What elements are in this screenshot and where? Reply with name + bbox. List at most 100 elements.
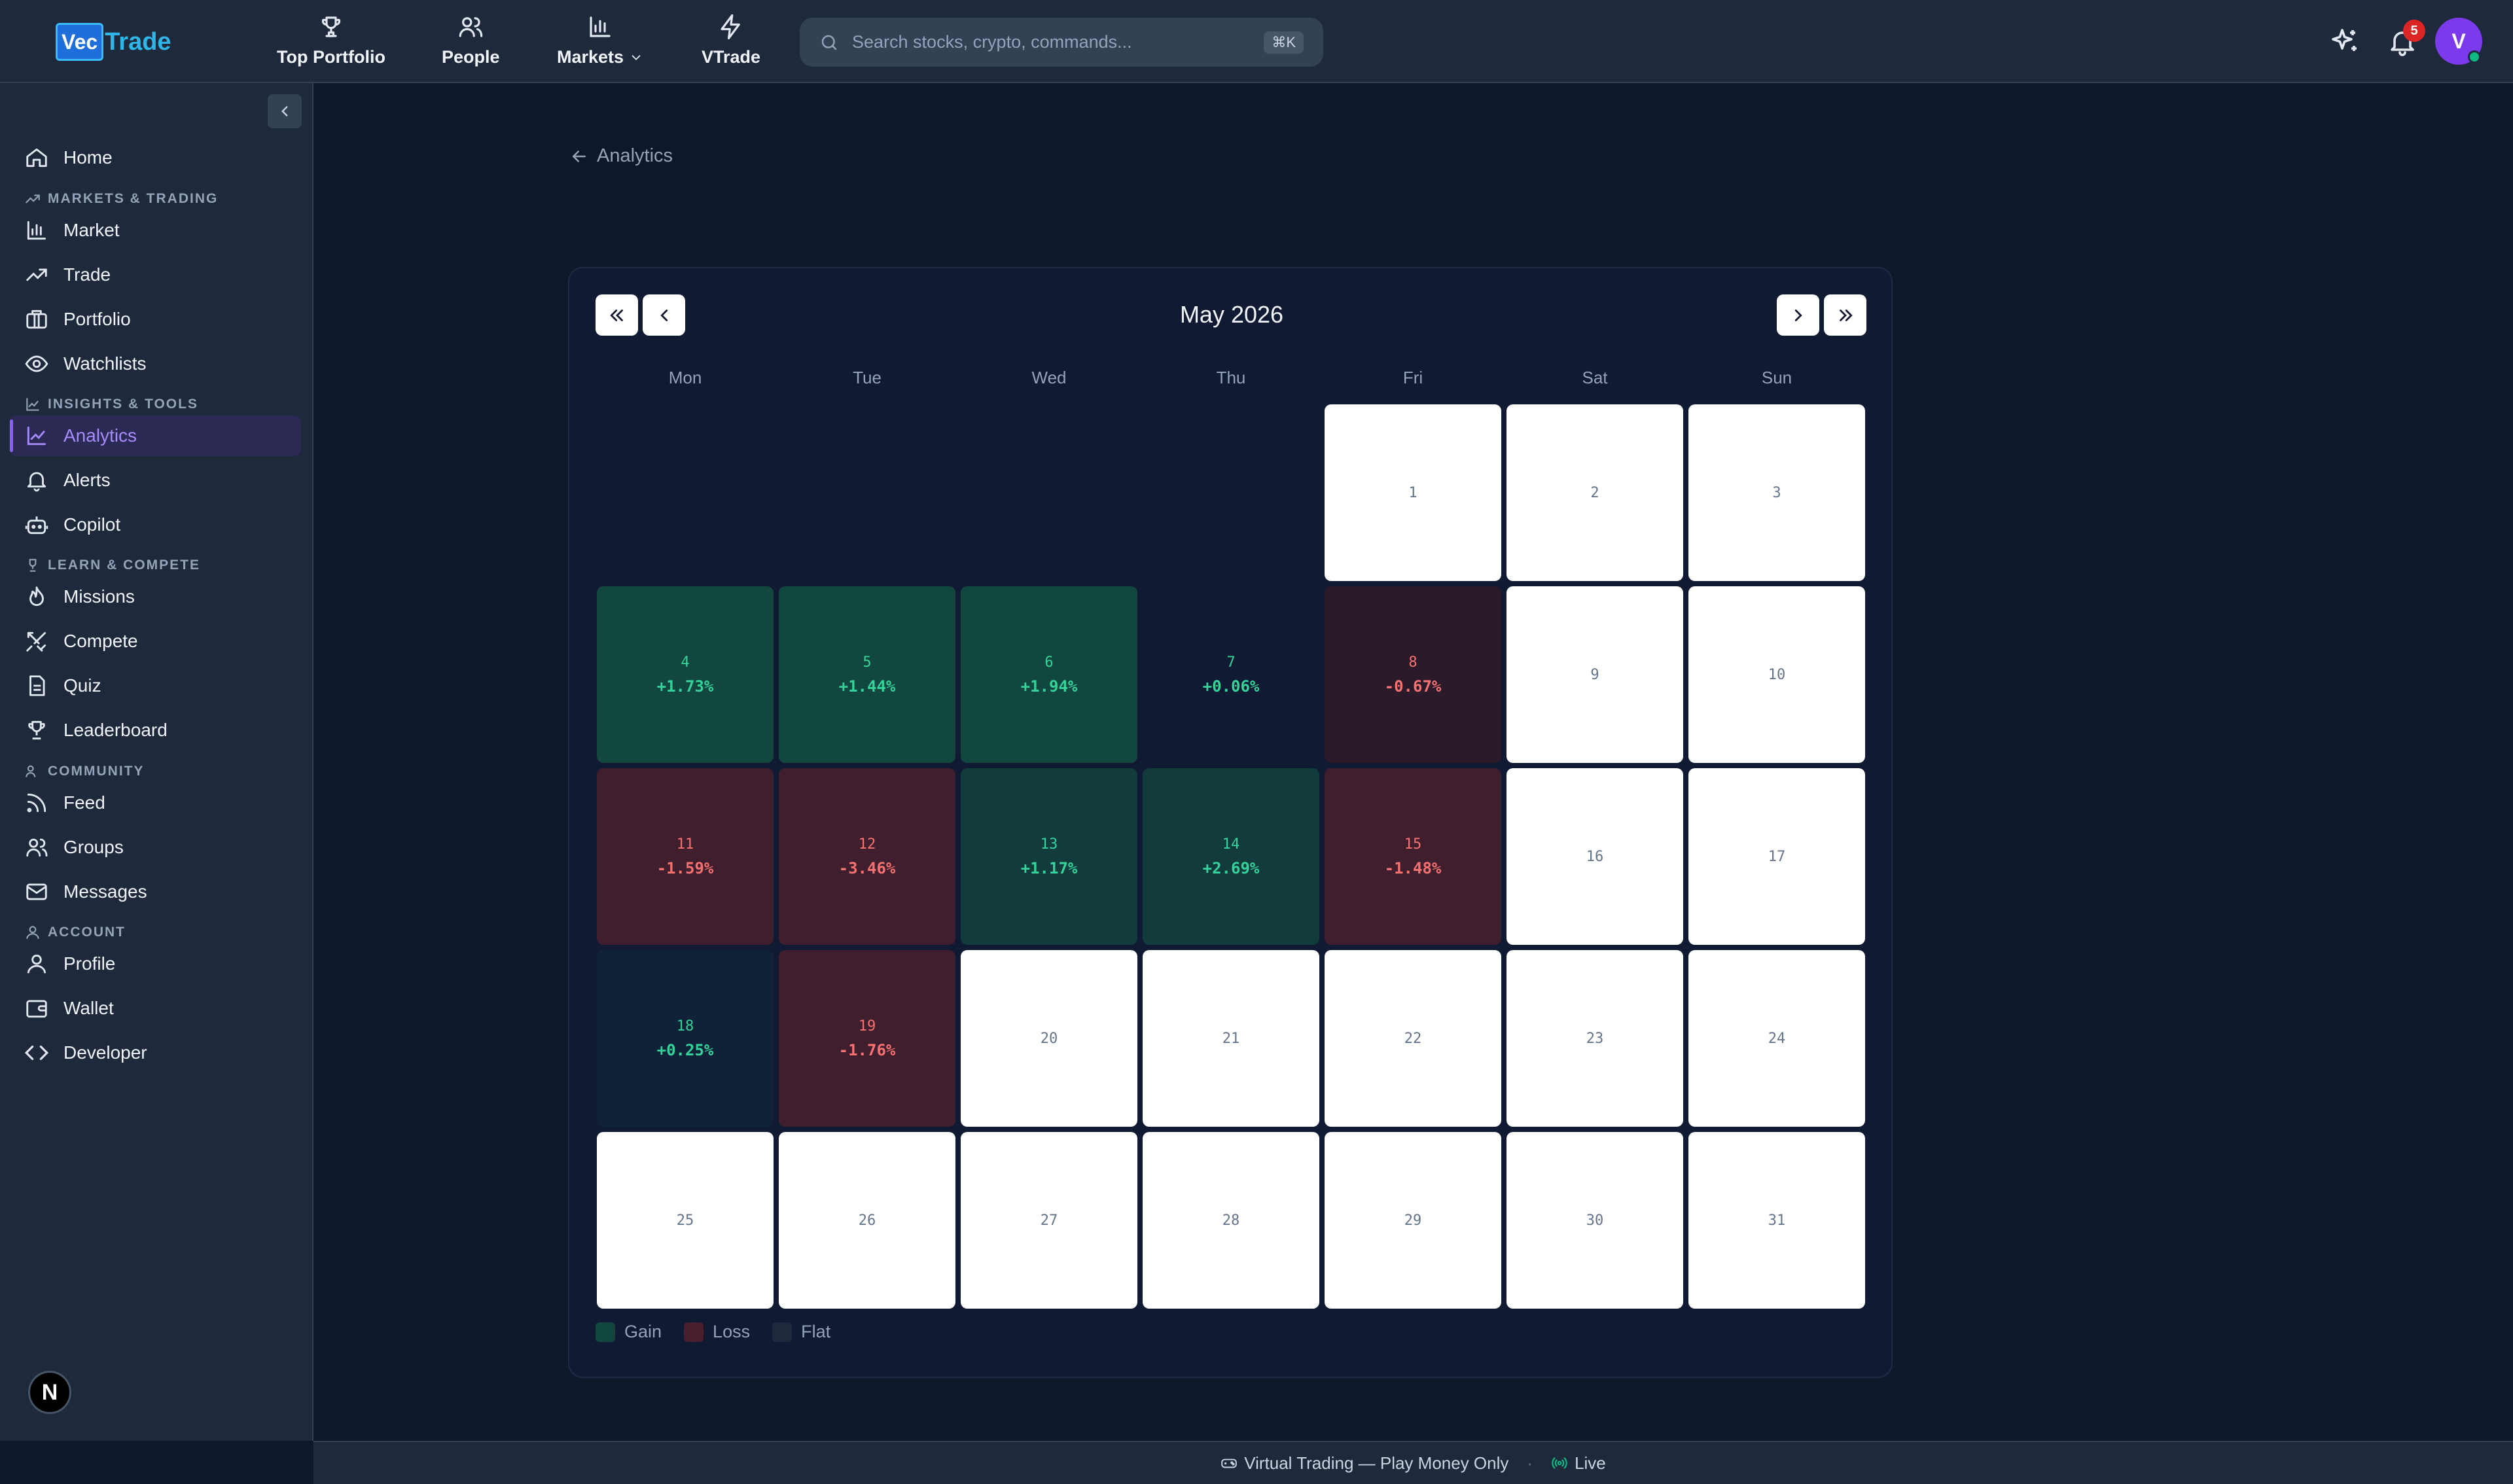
calendar-day-cell[interactable]: 24 bbox=[1688, 950, 1865, 1127]
sidebar-item-alerts[interactable]: Alerts bbox=[10, 460, 301, 501]
live-label: Live bbox=[1575, 1453, 1606, 1473]
calendar-day-cell[interactable]: 12 -3.46% bbox=[779, 768, 955, 945]
legend-item-loss: Loss bbox=[684, 1322, 750, 1342]
chevrons-left-icon bbox=[609, 309, 623, 321]
calendar-day-cell[interactable]: 20 bbox=[961, 950, 1137, 1127]
calendar-day-cell[interactable]: 15 -1.48% bbox=[1325, 768, 1501, 945]
nav-markets[interactable]: Markets bbox=[557, 13, 643, 72]
calendar-day-cell[interactable]: 1 bbox=[1325, 404, 1501, 581]
sidebar-item-copilot[interactable]: Copilot bbox=[10, 504, 301, 545]
calendar-day-cell[interactable]: 26 bbox=[779, 1132, 955, 1309]
calendar-day-cell[interactable]: 3 bbox=[1688, 404, 1865, 581]
trophy-icon bbox=[28, 720, 45, 740]
prev-month-button[interactable] bbox=[643, 294, 685, 336]
calendar-day-cell[interactable]: 23 bbox=[1506, 950, 1683, 1127]
dev-tools-badge[interactable]: N bbox=[28, 1371, 71, 1414]
search-bar[interactable]: ⌘K bbox=[800, 18, 1323, 67]
calendar-day-cell[interactable]: 28 bbox=[1143, 1132, 1319, 1309]
calendar-day-cell[interactable]: 4 +1.73% bbox=[597, 586, 774, 763]
search-icon bbox=[821, 35, 837, 50]
section-community: COMMUNITY bbox=[24, 762, 145, 781]
day-number: 19 bbox=[858, 1017, 876, 1034]
day-number: 25 bbox=[676, 1212, 694, 1229]
section-learn-compete: LEARN & COMPETE bbox=[24, 556, 200, 575]
weekday-label: Tue bbox=[853, 368, 882, 387]
calendar-day-cell[interactable]: 17 bbox=[1688, 768, 1865, 945]
chevron-left-icon bbox=[660, 309, 668, 321]
sidebar-item-market[interactable]: Market bbox=[10, 210, 301, 251]
calendar-day-cell[interactable]: 7 +0.06% bbox=[1143, 586, 1319, 763]
sidebar-item-home[interactable]: Home bbox=[10, 137, 301, 178]
collapse-sidebar-button[interactable] bbox=[268, 94, 302, 128]
sidebar-item-label: Quiz bbox=[63, 675, 101, 696]
users-icon bbox=[459, 17, 483, 37]
weekday-label: Wed bbox=[1031, 368, 1067, 387]
calendar-day-cell[interactable]: 10 bbox=[1688, 586, 1865, 763]
calendar-day-cell[interactable]: 21 bbox=[1143, 950, 1319, 1127]
legend-label: Gain bbox=[624, 1322, 662, 1341]
day-number: 13 bbox=[1040, 836, 1058, 853]
back-to-analytics-link[interactable]: Analytics bbox=[569, 145, 673, 167]
calendar-day-cell[interactable]: 9 bbox=[1506, 586, 1683, 763]
calendar-day-cell[interactable]: 27 bbox=[961, 1132, 1137, 1309]
sidebar-item-label: Analytics bbox=[63, 425, 137, 446]
calendar-day-cell[interactable]: 18 +0.25% bbox=[597, 950, 774, 1127]
day-number: 31 bbox=[1768, 1212, 1786, 1229]
broadcast-icon bbox=[1552, 1457, 1567, 1469]
app-logo[interactable]: Vec Trade bbox=[56, 23, 171, 61]
section-markets-trading: MARKETS & TRADING bbox=[24, 189, 218, 209]
sparkles-icon[interactable] bbox=[2329, 26, 2361, 58]
sidebar-item-watchlists[interactable]: Watchlists bbox=[10, 344, 301, 384]
day-number: 24 bbox=[1768, 1030, 1786, 1047]
sidebar-item-groups[interactable]: Groups bbox=[10, 827, 301, 868]
calendar-day-cell[interactable]: 29 bbox=[1325, 1132, 1501, 1309]
calendar-card: May 2026 Mon Tue Wed Thu Fri Sat Sun 1 2 3 4 +1.73… bbox=[568, 267, 1893, 1378]
sidebar-item-messages[interactable]: Messages bbox=[10, 872, 301, 912]
calendar-day-cell[interactable]: 25 bbox=[597, 1132, 774, 1309]
sidebar-item-label: Leaderboard bbox=[63, 720, 168, 740]
calendar-day-cell[interactable]: 14 +2.69% bbox=[1143, 768, 1319, 945]
calendar-day-cell[interactable]: 2 bbox=[1506, 404, 1683, 581]
user-icon bbox=[27, 954, 46, 974]
calendar-day-cell[interactable]: 30 bbox=[1506, 1132, 1683, 1309]
section-account: ACCOUNT bbox=[24, 923, 126, 942]
footer-text: Virtual Trading — Play Money Only bbox=[1244, 1453, 1509, 1473]
nav-vtrade[interactable]: VTrade bbox=[702, 13, 760, 72]
calendar-day-cell[interactable]: 5 +1.44% bbox=[779, 586, 955, 763]
calendar-day-cell[interactable]: 22 bbox=[1325, 950, 1501, 1127]
sidebar-item-quiz[interactable]: Quiz bbox=[10, 665, 301, 706]
calendar-day-cell[interactable]: 13 +1.17% bbox=[961, 768, 1137, 945]
wallet-icon bbox=[26, 1000, 47, 1018]
sidebar-item-analytics[interactable]: Analytics bbox=[10, 415, 301, 456]
sidebar-item-profile[interactable]: Profile bbox=[10, 944, 301, 984]
next-year-button[interactable] bbox=[1824, 294, 1866, 336]
chevron-left-icon bbox=[281, 106, 288, 116]
calendar-day-cell[interactable]: 11 -1.59% bbox=[597, 768, 774, 945]
calendar-day-cell[interactable]: 19 -1.76% bbox=[779, 950, 955, 1127]
nav-top-portfolio[interactable]: Top Portfolio bbox=[277, 13, 385, 72]
calendar-day-cell[interactable]: 6 +1.94% bbox=[961, 586, 1137, 763]
live-indicator: Live bbox=[1551, 1453, 1606, 1474]
calendar-day-cell[interactable]: 16 bbox=[1506, 768, 1683, 945]
search-input[interactable] bbox=[852, 32, 1264, 52]
sidebar-item-leaderboard[interactable]: Leaderboard bbox=[10, 710, 301, 751]
sidebar-item-portfolio[interactable]: Portfolio bbox=[10, 299, 301, 340]
sidebar-item-wallet[interactable]: Wallet bbox=[10, 988, 301, 1029]
sidebar-item-trade[interactable]: Trade bbox=[10, 255, 301, 295]
day-number: 6 bbox=[1044, 654, 1054, 671]
sidebar-item-missions[interactable]: Missions bbox=[10, 576, 301, 617]
nav-people[interactable]: People bbox=[442, 13, 500, 72]
prev-year-button[interactable] bbox=[596, 294, 638, 336]
sidebar-item-label: Trade bbox=[63, 264, 111, 285]
sidebar-item-compete[interactable]: Compete bbox=[10, 621, 301, 662]
calendar-day-cell[interactable]: 31 bbox=[1688, 1132, 1865, 1309]
legend-swatch-gain bbox=[596, 1322, 615, 1342]
next-month-button[interactable] bbox=[1777, 294, 1819, 336]
day-return-percent: -0.67% bbox=[1384, 677, 1442, 696]
sidebar-item-label: Compete bbox=[63, 631, 138, 651]
gamepad-icon bbox=[1221, 1458, 1238, 1468]
calendar-day-cell[interactable]: 8 -0.67% bbox=[1325, 586, 1501, 763]
sidebar-item-feed[interactable]: Feed bbox=[10, 783, 301, 823]
day-number: 12 bbox=[858, 836, 876, 853]
sidebar-item-developer[interactable]: Developer bbox=[10, 1033, 301, 1073]
